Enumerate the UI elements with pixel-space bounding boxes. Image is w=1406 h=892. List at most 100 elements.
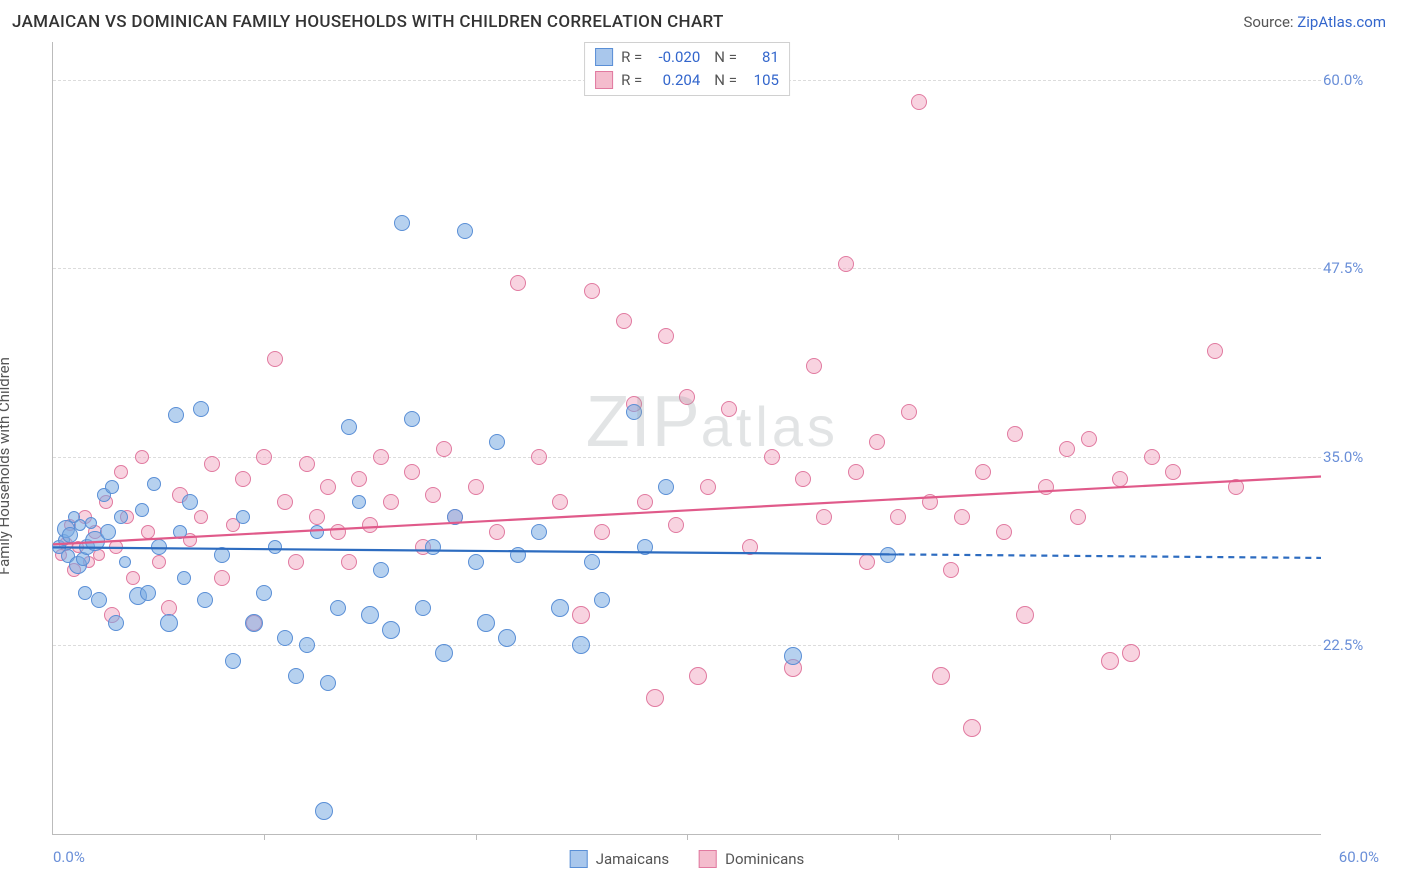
data-point <box>256 449 272 465</box>
data-point <box>784 647 802 665</box>
data-point <box>531 524 547 540</box>
data-point <box>435 644 453 662</box>
x-tick <box>898 834 899 840</box>
data-point <box>859 554 875 570</box>
data-point <box>204 456 220 472</box>
data-point <box>1038 479 1054 495</box>
data-point <box>135 503 149 517</box>
data-point <box>658 479 674 495</box>
data-point <box>62 527 78 543</box>
data-point <box>277 630 293 646</box>
data-point <box>1144 449 1160 465</box>
data-point <box>457 223 473 239</box>
data-point <box>975 464 991 480</box>
data-point <box>489 434 505 450</box>
data-point <box>193 401 209 417</box>
data-point <box>1112 471 1128 487</box>
data-point <box>168 407 184 423</box>
data-point <box>637 539 653 555</box>
legend-swatch <box>595 48 613 66</box>
data-point <box>943 562 959 578</box>
data-point <box>361 606 379 624</box>
r-label: R = <box>621 46 642 69</box>
data-point <box>616 313 632 329</box>
data-point <box>1059 441 1075 457</box>
data-point <box>869 434 885 450</box>
data-point <box>245 614 263 632</box>
data-point <box>932 667 950 685</box>
data-point <box>225 653 241 669</box>
source-link[interactable]: ZipAtlas.com <box>1297 13 1386 31</box>
data-point <box>1122 644 1140 662</box>
data-point <box>330 600 346 616</box>
y-tick-label: 60.0% <box>1323 71 1383 89</box>
data-point <box>1070 509 1086 525</box>
data-point <box>996 524 1012 540</box>
data-point <box>922 494 938 510</box>
data-point <box>341 554 357 570</box>
legend-row: R =0.204N =105 <box>595 69 779 92</box>
data-point <box>310 525 324 539</box>
data-point <box>1207 343 1223 359</box>
data-point <box>140 585 156 601</box>
y-tick-label: 47.5% <box>1323 259 1383 277</box>
data-point <box>147 477 161 491</box>
data-point <box>880 547 896 563</box>
data-point <box>126 571 140 585</box>
y-tick-label: 35.0% <box>1323 448 1383 466</box>
data-point <box>214 547 230 563</box>
data-point <box>510 547 526 563</box>
data-point <box>721 401 737 417</box>
data-point <box>135 450 149 464</box>
data-point <box>415 600 431 616</box>
data-point <box>100 524 116 540</box>
source-attribution: Source: ZipAtlas.com <box>1243 13 1386 31</box>
r-value: 0.204 <box>650 69 700 92</box>
data-point <box>626 404 642 420</box>
data-point <box>890 509 906 525</box>
data-point <box>320 675 336 691</box>
data-point <box>795 471 811 487</box>
data-point <box>531 449 547 465</box>
data-point <box>646 689 664 707</box>
data-point <box>1081 431 1097 447</box>
data-point <box>320 479 336 495</box>
legend-row: R =-0.020N =81 <box>595 46 779 69</box>
series-legend: JamaicansDominicans <box>570 850 805 868</box>
legend-swatch <box>570 850 588 868</box>
data-point <box>309 509 325 525</box>
data-point <box>78 586 92 600</box>
data-point <box>288 554 304 570</box>
data-point <box>806 358 822 374</box>
scatter-plot: ZIPatlas R =-0.020N =81R =0.204N =105 Ja… <box>52 42 1321 835</box>
data-point <box>572 606 590 624</box>
data-point <box>764 449 780 465</box>
data-point <box>911 94 927 110</box>
data-point <box>489 524 505 540</box>
n-label: N = <box>714 69 737 92</box>
chart-container: Family Households with Children ZIPatlas… <box>12 42 1386 872</box>
data-point <box>404 411 420 427</box>
data-point <box>658 328 674 344</box>
data-point <box>114 465 128 479</box>
source-prefix: Source: <box>1243 13 1297 31</box>
n-label: N = <box>714 46 737 69</box>
data-point <box>182 494 198 510</box>
data-point <box>362 517 378 533</box>
data-point <box>1165 464 1181 480</box>
data-point <box>816 509 832 525</box>
data-point <box>668 517 684 533</box>
data-point <box>1228 479 1244 495</box>
data-point <box>954 509 970 525</box>
data-point <box>382 621 400 639</box>
data-point <box>256 585 272 601</box>
n-value: 81 <box>745 46 779 69</box>
data-point <box>901 404 917 420</box>
r-label: R = <box>621 69 642 92</box>
data-point <box>383 494 399 510</box>
correlation-legend: R =-0.020N =81R =0.204N =105 <box>584 42 790 96</box>
data-point <box>963 719 981 737</box>
data-point <box>91 592 107 608</box>
data-point <box>109 540 123 554</box>
data-point <box>105 480 119 494</box>
